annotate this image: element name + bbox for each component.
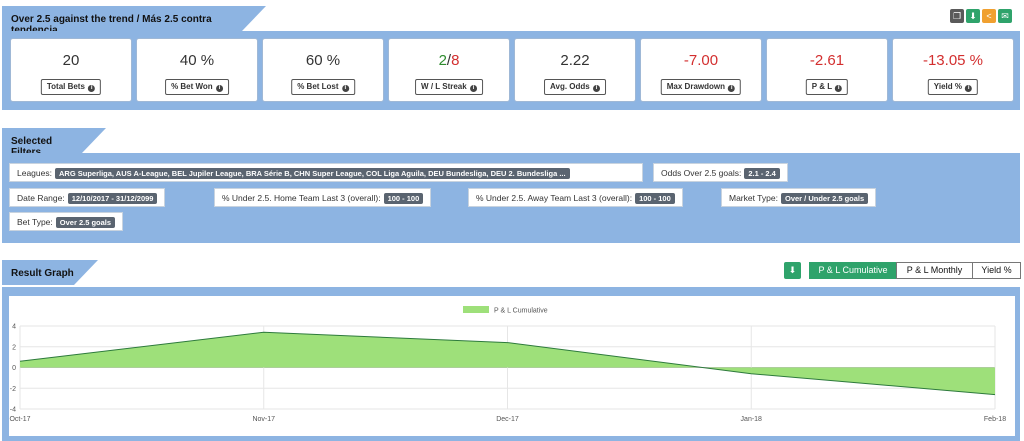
filter-value: Over / Under 2.5 goals	[780, 193, 869, 204]
pnl-cumulative-chart: 4 2 0 -2 -4 Oct-17 Nov-17 Dec-17 Jan-18 Feb-18 P &…	[9, 306, 1006, 423]
x-tick-label: Dec-17	[496, 416, 519, 423]
pnl-line	[19, 331, 996, 396]
graph-title: Result Graph	[11, 268, 74, 279]
legend-swatch	[463, 306, 489, 313]
stat-yield: -13.05 % Yield % i	[892, 38, 1014, 102]
x-tick-label: Oct-17	[9, 416, 30, 423]
streak-won: 2	[438, 52, 447, 69]
stat-value: -13.05 %	[922, 52, 984, 69]
info-icon: i	[341, 85, 349, 92]
stat-max-drawdown: -7.00 Max Drawdown i	[640, 38, 762, 102]
stat-label[interactable]: Total Bets i	[40, 79, 102, 95]
stat-value: 60 %	[305, 52, 341, 69]
info-icon: i	[469, 85, 477, 92]
stat-value: -7.00	[683, 52, 719, 69]
page-title: Over 2.5 against the trend / Más 2.5 con…	[11, 14, 212, 36]
y-tick-label: 0	[12, 365, 16, 372]
info-icon: i	[215, 85, 223, 92]
info-icon: i	[835, 85, 843, 92]
filters-title: Selected Filters	[11, 136, 53, 158]
info-icon: i	[592, 85, 600, 92]
tab-pnl-cumulative[interactable]: P & L Cumulative	[809, 262, 897, 279]
filter-odds: Odds Over 2.5 goals: 2.1 - 2.4	[653, 163, 788, 182]
stat-wl-streak: 2/8 W / L Streak i	[388, 38, 510, 102]
stat-label[interactable]: P & L i	[805, 79, 849, 95]
page-title-tab: Over 2.5 against the trend / Más 2.5 con…	[2, 6, 266, 36]
y-tick-label: -4	[10, 407, 16, 414]
stat-bet-lost: 60 % % Bet Lost i	[262, 38, 384, 102]
pnl-area	[20, 332, 995, 395]
graph-title-tab: Result Graph	[2, 260, 98, 285]
tab-yield[interactable]: Yield %	[972, 262, 1021, 279]
stat-label[interactable]: Max Drawdown i	[660, 79, 742, 95]
stat-total-bets: 20 Total Bets i	[10, 38, 132, 102]
download-icon: ⬇	[788, 265, 797, 275]
stat-value: 2/8	[389, 52, 509, 69]
filters-title-tab: Selected Filters	[2, 128, 106, 158]
filter-value: Over 2.5 goals	[55, 217, 116, 228]
filter-value: ARG Superliga, AUS A-League, BEL Jupiler…	[54, 168, 570, 179]
stat-value: 20	[62, 52, 80, 69]
info-icon: i	[728, 85, 736, 92]
filter-value: 100 - 100	[383, 193, 424, 204]
filter-value: 2.1 - 2.4	[744, 168, 780, 179]
stat-pnl: -2.61 P & L i	[766, 38, 888, 102]
x-tick-label: Feb-18	[984, 416, 1006, 423]
stat-label[interactable]: Avg. Odds i	[544, 79, 606, 95]
chart-container: 4 2 0 -2 -4 Oct-17 Nov-17 Dec-17 Jan-18 Feb-18 P &…	[9, 296, 1015, 436]
filter-home-under: % Under 2.5. Home Team Last 3 (overall):…	[214, 188, 432, 207]
filter-value: 100 - 100	[635, 193, 675, 204]
info-icon: i	[965, 85, 973, 92]
stat-value: -2.61	[809, 52, 845, 69]
stat-value: 2.22	[560, 52, 590, 69]
mail-button[interactable]: ✉	[998, 9, 1012, 23]
info-icon: i	[88, 85, 96, 92]
y-tick-label: -2	[10, 386, 16, 393]
filter-away-under: % Under 2.5. Away Team Last 3 (overall):…	[468, 188, 683, 207]
filter-leagues: Leagues: ARG Superliga, AUS A-League, BEL…	[9, 163, 643, 182]
filter-bet-type: Bet Type: Over 2.5 goals	[9, 212, 124, 231]
share-icon: <	[986, 11, 992, 21]
stat-value: 40 %	[179, 52, 215, 69]
stat-label[interactable]: Yield % i	[927, 79, 979, 95]
copy-icon: ❐	[952, 11, 962, 21]
tab-pnl-monthly[interactable]: P & L Monthly	[896, 262, 973, 279]
filter-date-range: Date Range: 12/10/2017 - 31/12/2099	[9, 188, 166, 207]
stat-bet-won: 40 % % Bet Won i	[136, 38, 258, 102]
y-tick-label: 4	[12, 324, 16, 331]
share-button[interactable]: <	[982, 9, 996, 23]
download-chart-button[interactable]: ⬇	[784, 262, 801, 279]
streak-sep: /	[446, 52, 452, 69]
copy-button[interactable]: ❐	[950, 9, 964, 23]
stat-label[interactable]: W / L Streak i	[415, 79, 483, 95]
x-tick-label: Nov-17	[252, 416, 275, 423]
stat-avg-odds: 2.22 Avg. Odds i	[514, 38, 636, 102]
streak-lost: 8	[451, 52, 460, 69]
download-button[interactable]: ⬇	[966, 9, 980, 23]
legend-label: P & L Cumulative	[494, 308, 548, 315]
filter-market-type: Market Type: Over / Under 2.5 goals	[721, 188, 877, 207]
filter-value: 12/10/2017 - 31/12/2099	[67, 193, 158, 204]
stat-label[interactable]: % Bet Lost i	[291, 79, 355, 95]
y-tick-label: 2	[12, 344, 16, 351]
x-tick-label: Jan-18	[741, 416, 763, 423]
download-icon: ⬇	[969, 11, 977, 21]
mail-icon: ✉	[1001, 11, 1009, 21]
stat-label[interactable]: % Bet Won i	[165, 79, 229, 95]
